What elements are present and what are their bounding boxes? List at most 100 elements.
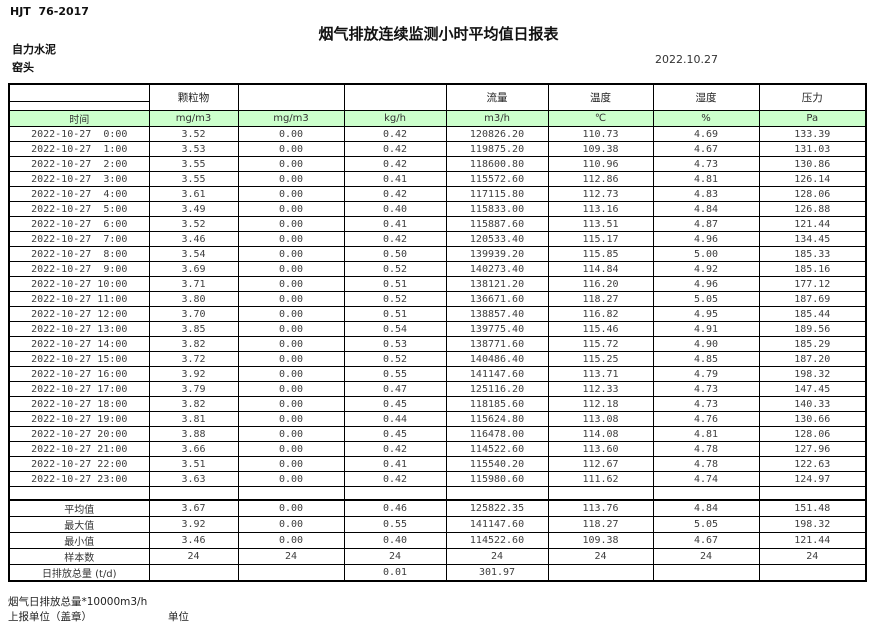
value-cell: 3.55 (148, 171, 239, 187)
table-row: 2022-10-27 17:00 3.79 0.00 0.47 125116.20 112… (8, 381, 867, 397)
value-cell: 109.38 (547, 141, 654, 157)
value-cell: 115833.00 (445, 201, 549, 217)
value-cell: 3.49 (148, 201, 239, 217)
time-cell: 2022-10-27 23:00 (8, 471, 150, 487)
spacer-cell (8, 486, 150, 501)
value-cell: 114.84 (547, 261, 654, 277)
report-unit-label: 上报单位（盖章） (8, 611, 92, 623)
value-cell (148, 486, 239, 501)
time-cell: 2022-10-27 2:00 (8, 156, 150, 172)
time-cell: 2022-10-27 3:00 (8, 171, 150, 187)
table-row: 2022-10-27 9:00 3.69 0.00 0.52 140273.40 114.… (8, 261, 867, 277)
value-cell: 116.20 (547, 276, 654, 292)
value-cell: 187.20 (758, 351, 867, 367)
value-cell: 0.42 (343, 441, 447, 457)
value-cell: 24 (758, 548, 867, 565)
table-row: 2022-10-27 10:00 3.71 0.00 0.51 138121.20 116… (8, 276, 867, 292)
value-cell: 134.45 (758, 231, 867, 247)
value-cell: 4.95 (652, 306, 760, 322)
value-cell: 0.00 (237, 261, 345, 277)
value-cell: 140486.40 (445, 351, 549, 367)
value-cell: 3.67 (148, 499, 239, 517)
summary-label: 平均值 (8, 499, 150, 517)
value-cell: 113.51 (547, 216, 654, 232)
value-cell: 115.72 (547, 336, 654, 352)
value-cell: 0.55 (343, 516, 447, 533)
value-cell: 117115.80 (445, 186, 549, 202)
summary-row: 最大值 3.92 0.00 0.55 141147.60 118.27 5.05 198.32 (8, 516, 867, 533)
value-cell: 124.97 (758, 471, 867, 487)
value-cell: 198.32 (758, 366, 867, 382)
group-header-humidity: 湿度 (652, 83, 760, 111)
unit-celsius: ℃ (547, 110, 654, 127)
value-cell: 4.83 (652, 186, 760, 202)
value-cell: 125116.20 (445, 381, 549, 397)
value-cell: 4.85 (652, 351, 760, 367)
value-cell: 185.44 (758, 306, 867, 322)
table-row: 2022-10-27 18:00 3.82 0.00 0.45 118185.60 112… (8, 396, 867, 412)
value-cell: 3.92 (148, 516, 239, 533)
report-table: 颗粒物 流量 温度 湿度 压力 时间 mg/m3 mg/m3 kg/h m3/h… (8, 83, 867, 582)
summary-row: 最小值 3.46 0.00 0.40 114522.60 109.38 4.67 121.44 (8, 532, 867, 549)
value-cell: 130.86 (758, 156, 867, 172)
time-cell: 2022-10-27 4:00 (8, 186, 150, 202)
value-cell: 140273.40 (445, 261, 549, 277)
time-cell: 2022-10-27 5:00 (8, 201, 150, 217)
value-cell: 115887.60 (445, 216, 549, 232)
group-header-pressure: 压力 (758, 83, 867, 111)
value-cell: 185.33 (758, 246, 867, 262)
value-cell: 112.73 (547, 186, 654, 202)
value-cell: 118185.60 (445, 396, 549, 412)
footer-note: 烟气日排放总量*10000m3/h (8, 596, 148, 608)
value-cell: 3.66 (148, 441, 239, 457)
value-cell: 138121.20 (445, 276, 549, 292)
value-cell: 113.60 (547, 441, 654, 457)
value-cell: 3.69 (148, 261, 239, 277)
value-cell: 126.88 (758, 201, 867, 217)
summary-label: 样本数 (8, 548, 150, 565)
value-cell: 116.82 (547, 306, 654, 322)
value-cell: 109.38 (547, 532, 654, 549)
value-cell: 4.92 (652, 261, 760, 277)
time-cell: 2022-10-27 10:00 (8, 276, 150, 292)
value-cell: 4.76 (652, 411, 760, 427)
value-cell: 24 (547, 548, 654, 565)
value-cell: 112.18 (547, 396, 654, 412)
summary-label: 最大值 (8, 516, 150, 533)
time-cell: 2022-10-27 11:00 (8, 291, 150, 307)
table-row: 2022-10-27 5:00 3.49 0.00 0.40 115833.00 113.… (8, 201, 867, 217)
value-cell: 114522.60 (445, 441, 549, 457)
value-cell: 0.00 (237, 381, 345, 397)
time-header-bottom-cell (8, 101, 150, 111)
value-cell (758, 564, 867, 582)
value-cell: 0.52 (343, 261, 447, 277)
value-cell: 189.56 (758, 321, 867, 337)
value-cell: 0.00 (237, 186, 345, 202)
value-cell: 139775.40 (445, 321, 549, 337)
value-cell: 120826.20 (445, 126, 549, 142)
value-cell: 4.73 (652, 156, 760, 172)
time-cell: 2022-10-27 20:00 (8, 426, 150, 442)
value-cell: 4.79 (652, 366, 760, 382)
value-cell: 140.33 (758, 396, 867, 412)
table-row: 2022-10-27 23:00 3.63 0.00 0.42 115980.60 111… (8, 471, 867, 487)
value-cell: 0.00 (237, 441, 345, 457)
group-header-temperature: 温度 (547, 83, 654, 111)
value-cell: 0.42 (343, 471, 447, 487)
group-header-blank-2 (343, 83, 447, 111)
value-cell: 122.63 (758, 456, 867, 472)
value-cell: 24 (343, 548, 447, 565)
station-name: 窑头 (12, 61, 34, 74)
value-cell: 0.51 (343, 276, 447, 292)
value-cell (148, 564, 239, 582)
time-cell: 2022-10-27 18:00 (8, 396, 150, 412)
value-cell: 0.00 (237, 171, 345, 187)
value-cell: 151.48 (758, 499, 867, 517)
table-row: 2022-10-27 3:00 3.55 0.00 0.41 115572.60 112.… (8, 171, 867, 187)
table-row: 2022-10-27 12:00 3.70 0.00 0.51 138857.40 116… (8, 306, 867, 322)
value-cell: 0.00 (237, 231, 345, 247)
value-cell: 0.46 (343, 499, 447, 517)
value-cell: 0.47 (343, 381, 447, 397)
value-cell: 0.44 (343, 411, 447, 427)
table-row: 2022-10-27 15:00 3.72 0.00 0.52 140486.40 115… (8, 351, 867, 367)
